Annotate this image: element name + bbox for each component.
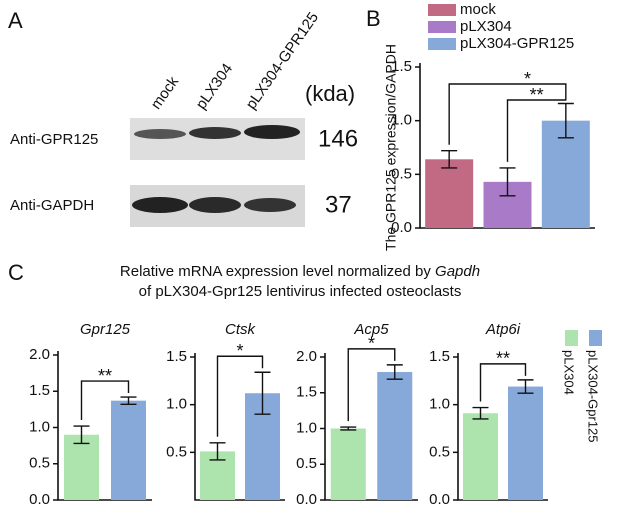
sig-label: **	[530, 85, 544, 105]
chart-title: Gpr125	[80, 321, 131, 338]
row-size: 37	[325, 191, 352, 218]
y-tick-label: 1.0	[296, 419, 317, 436]
y-tick-label: 1.5	[29, 382, 50, 399]
sig-bracket	[506, 99, 567, 162]
error-bar	[517, 379, 534, 394]
blot-strip	[130, 118, 305, 160]
y-tick-label: 1.0	[166, 396, 187, 413]
y-tick-label: 0.0	[29, 491, 50, 508]
y-tick-label: 2.0	[29, 346, 50, 363]
legend-label: mock	[460, 1, 496, 18]
legend-swatch	[428, 21, 456, 33]
sig-label: *	[524, 69, 531, 89]
sig-label: *	[236, 341, 243, 361]
legend-swatch	[428, 38, 456, 50]
legend-swatch	[428, 4, 456, 16]
title-gene: Gapdh	[435, 263, 480, 280]
y-tick-label: 0.5	[29, 455, 50, 472]
y-tick-label: 1.0	[29, 418, 50, 435]
bar	[64, 434, 99, 500]
blot-band	[244, 198, 296, 212]
sig-label: *	[368, 334, 375, 354]
error-bar	[386, 364, 403, 380]
legend-swatch	[565, 330, 578, 346]
y-tick-label: 0.5	[429, 443, 450, 460]
y-tick-label: 1.5	[429, 348, 450, 365]
blot-band	[132, 197, 188, 213]
y-tick-label: 1.0	[429, 396, 450, 413]
unit-label: (kda)	[305, 81, 355, 106]
y-tick-label: 0.5	[296, 455, 317, 472]
y-tick-label: 0.0	[391, 219, 412, 236]
y-tick-label: 1.5	[296, 384, 317, 401]
lane-label: mock	[148, 73, 183, 113]
bar	[330, 428, 366, 500]
y-tick-label: 1.5	[166, 348, 187, 365]
error-bar	[209, 442, 226, 461]
blot-band	[189, 197, 241, 213]
error-bar	[340, 426, 357, 431]
error-bar	[499, 167, 516, 197]
error-bar	[441, 150, 458, 169]
title-text: Relative mRNA expression level normalize…	[120, 263, 435, 280]
chart-title: Acp5	[353, 321, 389, 338]
legend-label: pLX304	[562, 350, 577, 395]
sig-bracket	[80, 380, 130, 421]
blot-band	[244, 125, 300, 139]
legend-swatch	[589, 330, 602, 346]
legend-label: pLX304-Gpr125	[586, 350, 601, 443]
blot-band	[134, 129, 186, 139]
row-label: Anti-GAPDH	[10, 197, 94, 214]
lane-label: pLX304	[193, 60, 237, 112]
bar	[508, 386, 543, 500]
panel-title: Relative mRNA expression level normalize…	[120, 263, 480, 280]
error-bar	[254, 371, 271, 415]
row-size: 146	[318, 125, 358, 152]
bar	[541, 120, 590, 228]
y-tick-label: 1.0	[391, 112, 412, 129]
y-tick-label: 0.0	[296, 491, 317, 508]
panel-subtitle: of pLX304-Gpr125 lentivirus infected ost…	[139, 283, 462, 300]
sig-bracket	[347, 348, 396, 422]
sig-bracket	[448, 83, 567, 145]
panel-label: B	[366, 6, 381, 31]
y-tick-label: 0.0	[429, 491, 450, 508]
y-tick-label: 0.5	[166, 443, 187, 460]
bar	[463, 413, 498, 500]
panel-label: C	[8, 260, 24, 285]
y-axis-label: The GPR125 expression/GAPDH	[383, 44, 399, 251]
error-bar	[120, 396, 137, 405]
chart-title: Atp6i	[485, 321, 521, 338]
error-bar	[557, 102, 574, 139]
blot-band	[189, 127, 241, 139]
sig-bracket	[216, 355, 264, 437]
bar	[425, 159, 474, 228]
error-bar	[472, 406, 489, 420]
bar	[377, 372, 413, 500]
sig-bracket	[479, 363, 527, 402]
y-tick-label: 1.5	[391, 58, 412, 75]
y-tick-label: 0.5	[391, 165, 412, 182]
y-tick-label: 2.0	[296, 348, 317, 365]
error-bar	[73, 425, 90, 445]
panel-label: A	[8, 8, 23, 33]
row-label: Anti-GPR125	[10, 131, 98, 148]
sig-label: **	[98, 366, 112, 386]
bar	[111, 400, 146, 500]
legend-label: pLX304	[460, 18, 512, 35]
chart-title: Ctsk	[225, 321, 257, 338]
legend-label: pLX304-GPR125	[460, 35, 574, 52]
sig-label: **	[496, 349, 510, 369]
